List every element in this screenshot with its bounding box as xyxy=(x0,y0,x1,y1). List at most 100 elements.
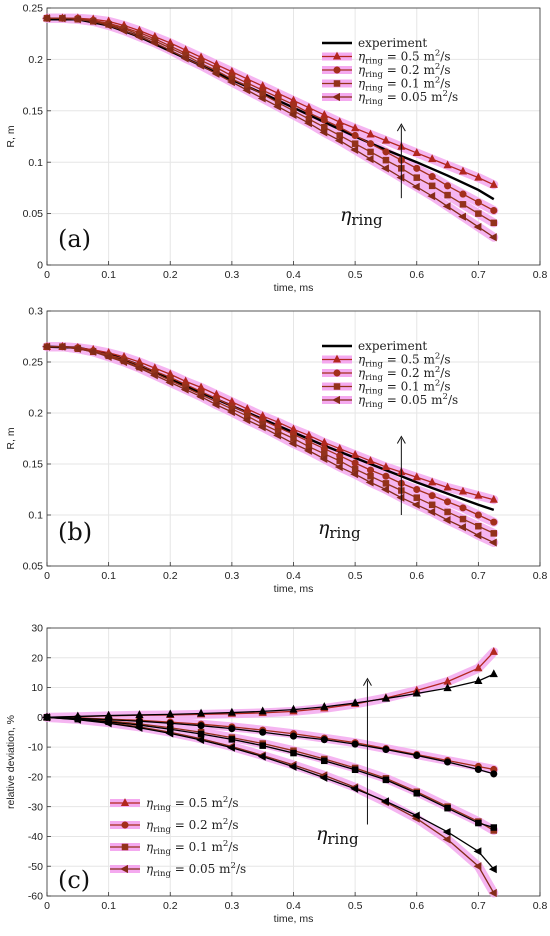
data-point xyxy=(412,472,421,481)
data-point xyxy=(413,494,421,501)
legend-entry: ηring = 0.1 m2/s xyxy=(110,839,239,857)
data-point xyxy=(319,773,328,782)
legend-marker xyxy=(332,354,342,363)
series-line xyxy=(46,716,494,775)
panel-c: 0 0.1 0.2 0.3 0.4 0.5 0.6 0.7 0.8 -60 -50 -40 -30 -20… xyxy=(5,623,547,925)
data-point xyxy=(72,344,81,353)
data-point xyxy=(489,646,498,655)
data-point xyxy=(413,174,421,181)
legend-marker xyxy=(121,843,129,851)
y-tick-label: 0.15 xyxy=(23,105,44,117)
y-tick-label: 0.3 xyxy=(28,306,43,318)
data-point xyxy=(443,683,452,692)
data-point xyxy=(334,136,343,145)
y-tick-label: 0.15 xyxy=(23,459,44,471)
data-point xyxy=(413,790,421,797)
data-point xyxy=(381,462,391,471)
x-tick-label: 0.3 xyxy=(225,900,240,912)
data-point xyxy=(474,198,482,206)
legend-marker xyxy=(120,798,130,807)
data-point xyxy=(351,459,359,467)
y-tick-label: 0 xyxy=(37,712,43,724)
data-point xyxy=(488,233,497,242)
data-point xyxy=(103,352,112,361)
data-point xyxy=(458,486,468,495)
data-point xyxy=(242,416,251,425)
y-tick-label: 0 xyxy=(37,260,43,272)
data-point xyxy=(196,708,206,717)
y-tick-label: -40 xyxy=(28,831,43,843)
data-point xyxy=(134,723,143,732)
y-tick-label: -50 xyxy=(28,861,43,873)
data-point xyxy=(72,715,81,724)
legend-label: ηring = 0.2 m2/s xyxy=(146,817,239,835)
data-point xyxy=(336,457,343,465)
data-point xyxy=(304,446,312,455)
legend-entry: ηring = 0.5 m2/s xyxy=(322,352,451,370)
data-point xyxy=(211,69,220,78)
data-point xyxy=(119,357,128,367)
legend-marker xyxy=(332,51,342,60)
data-point xyxy=(381,693,391,702)
series-halo xyxy=(42,647,499,722)
data-point xyxy=(489,494,498,503)
legend-entry: ηring = 0.1 m2/s xyxy=(322,379,451,397)
y-axis-label: R, m xyxy=(5,125,17,147)
data-point xyxy=(490,219,498,227)
data-point xyxy=(88,17,97,26)
data-point xyxy=(57,342,66,351)
data-point xyxy=(350,784,359,793)
data-point xyxy=(382,776,390,784)
legend-label: ηring = 0.2 m2/s xyxy=(358,62,451,80)
data-point xyxy=(382,156,390,164)
annotation-label: ηring xyxy=(318,517,361,542)
data-point xyxy=(350,145,359,154)
data-point xyxy=(304,119,312,128)
data-point xyxy=(42,342,51,351)
data-point xyxy=(165,729,174,738)
data-point xyxy=(442,202,451,211)
data-point xyxy=(289,101,298,109)
y-tick-label: 10 xyxy=(31,682,43,694)
data-point xyxy=(165,378,174,387)
data-point xyxy=(289,704,298,713)
data-point xyxy=(396,493,405,502)
data-point xyxy=(196,392,205,401)
x-tick-label: 0.2 xyxy=(163,269,178,281)
data-point xyxy=(259,728,267,736)
data-point xyxy=(88,347,97,356)
data-point xyxy=(288,439,297,448)
data-point xyxy=(351,131,359,140)
legend-entry: ηring = 0.5 m2/s xyxy=(110,795,239,813)
data-point xyxy=(321,757,328,765)
data-point xyxy=(474,765,482,773)
data-point xyxy=(211,400,220,409)
x-tick-label: 0.4 xyxy=(286,570,301,582)
x-tick-label: 0.1 xyxy=(101,900,116,912)
x-tick-label: 0.2 xyxy=(163,570,178,582)
y-tick-label: 0.25 xyxy=(23,357,44,369)
x-tick-label: 0.2 xyxy=(163,900,178,912)
y-tick-label: -30 xyxy=(28,801,43,813)
x-tick-label: 0 xyxy=(44,570,50,582)
data-point xyxy=(103,719,112,728)
x-tick-label: 0.8 xyxy=(533,570,548,582)
legend-label: ηring = 0.05 m2/s xyxy=(358,89,458,107)
data-point xyxy=(413,485,421,494)
legend-label: experiment xyxy=(358,339,427,353)
data-point xyxy=(412,148,421,156)
legend: ηring = 0.5 m2/s ηring = 0.2 m2/s ηring = … xyxy=(110,795,246,879)
data-point xyxy=(475,522,482,530)
x-tick-label: 0 xyxy=(44,900,50,912)
y-tick-label: 20 xyxy=(31,652,43,664)
data-point xyxy=(149,38,158,48)
x-axis-label: time, ms xyxy=(274,583,314,595)
y-tick-label: 0.05 xyxy=(23,208,44,220)
y-tick-label: -60 xyxy=(28,891,43,903)
data-point xyxy=(443,482,452,491)
series-line xyxy=(46,716,494,829)
legend-marker xyxy=(121,821,129,829)
legend-label: ηring = 0.1 m2/s xyxy=(358,379,451,397)
data-point xyxy=(196,735,205,745)
